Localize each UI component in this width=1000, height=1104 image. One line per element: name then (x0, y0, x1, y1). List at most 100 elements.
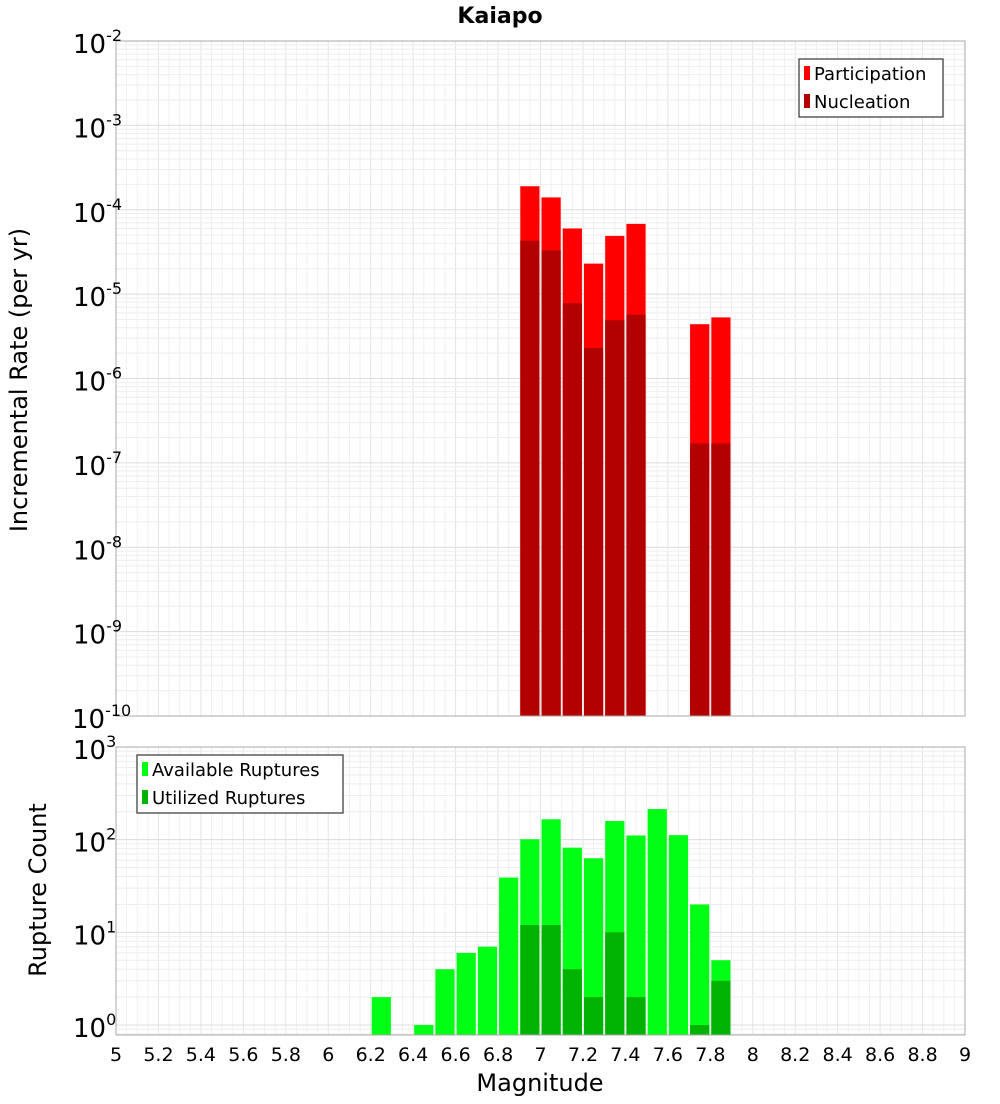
y-tick-exponent: 1 (106, 917, 116, 936)
bar-nucleation (520, 240, 540, 717)
y-tick-label: 10-2 (73, 26, 122, 60)
x-axis-label: Magnitude (476, 1069, 603, 1097)
bottom-y-axis-label: Rupture Count (24, 803, 52, 977)
bar-available-ruptures (668, 835, 689, 1035)
y-tick-exponent: 3 (106, 732, 116, 751)
legend-swatch (142, 790, 148, 804)
x-tick-label: 7.6 (653, 1044, 683, 1066)
y-tick-exponent: -7 (106, 448, 122, 467)
plot-frame (115, 40, 966, 717)
bar-available-ruptures (371, 997, 391, 1035)
y-tick-label: 100 (73, 1010, 116, 1044)
legend-box (798, 58, 944, 118)
legend-label: Nucleation (814, 92, 910, 113)
y-tick-label: 10-9 (73, 617, 122, 651)
y-tick-label: 10-3 (73, 110, 122, 144)
bar-available-ruptures (626, 835, 646, 1035)
x-tick-label: 8.6 (865, 1044, 895, 1066)
bar-nucleation (711, 443, 731, 716)
bar-available-ruptures (414, 1025, 434, 1035)
y-tick-label: 10-7 (73, 448, 122, 482)
x-tick-label: 5.8 (271, 1044, 301, 1066)
x-tick-label: 7.8 (695, 1044, 725, 1066)
y-tick-label: 101 (73, 917, 116, 951)
x-tick-label: 7.4 (610, 1044, 640, 1066)
top-y-axis-label: Incremental Rate (per yr) (5, 228, 33, 532)
bar-nucleation (562, 303, 582, 716)
y-tick-label: 10-6 (73, 364, 122, 398)
y-tick-label: 10-8 (73, 532, 122, 566)
legend-swatch (804, 94, 810, 108)
legend-box (136, 754, 344, 814)
bar-available-ruptures (435, 969, 455, 1035)
y-tick-base: 10 (73, 199, 106, 229)
y-tick-base: 10 (72, 705, 105, 735)
y-tick-base: 10 (73, 621, 106, 651)
x-tick-label: 6.4 (398, 1044, 428, 1066)
bar-nucleation (605, 320, 625, 716)
bar-utilized-ruptures (541, 924, 561, 1035)
y-tick-base: 10 (73, 114, 106, 144)
bar-available-ruptures (456, 952, 476, 1035)
y-tick-exponent: 0 (106, 1010, 116, 1029)
y-tick-base: 10 (73, 921, 106, 951)
bar-available-ruptures (477, 946, 498, 1035)
y-tick-base: 10 (73, 30, 106, 60)
panel-incremental-rate: 10-1010-910-810-710-610-510-410-310-2Par… (72, 26, 966, 735)
x-tick-label: 5.6 (228, 1044, 258, 1066)
y-tick-exponent: -10 (105, 701, 131, 720)
y-tick-label: 103 (73, 732, 116, 766)
y-tick-exponent: -2 (106, 26, 122, 45)
y-tick-base: 10 (73, 283, 106, 313)
chart-title: Kaiapo (457, 4, 542, 29)
bar-utilized-ruptures (626, 997, 646, 1035)
y-tick-exponent: -6 (106, 364, 122, 383)
bar-utilized-ruptures (583, 997, 604, 1035)
y-tick-base: 10 (73, 829, 106, 859)
y-tick-exponent: -5 (106, 279, 122, 298)
y-tick-label: 102 (73, 825, 116, 859)
bar-nucleation (541, 250, 561, 717)
y-tick-exponent: -8 (106, 532, 122, 551)
x-tick-label: 5.2 (143, 1044, 173, 1066)
y-tick-exponent: -3 (106, 110, 122, 129)
bar-utilized-ruptures (605, 932, 625, 1035)
x-tick-label: 6 (322, 1044, 334, 1066)
legend-label: Utilized Ruptures (152, 788, 305, 809)
x-tick-label: 9 (959, 1044, 971, 1066)
bar-utilized-ruptures (711, 980, 731, 1035)
x-tick-label: 6.6 (440, 1044, 470, 1066)
bar-utilized-ruptures (690, 1025, 710, 1035)
plot-frame (115, 746, 966, 1036)
legend-swatch (804, 66, 810, 80)
bar-utilized-ruptures (520, 924, 540, 1035)
bar-nucleation (583, 347, 604, 716)
y-tick-base: 10 (73, 452, 106, 482)
bar-available-ruptures (583, 858, 604, 1035)
x-tick-label: 7.2 (568, 1044, 598, 1066)
y-tick-exponent: -4 (106, 195, 122, 214)
x-tick-label: 6.8 (483, 1044, 513, 1066)
x-tick-label: 7 (534, 1044, 546, 1066)
bar-nucleation (690, 443, 710, 716)
y-tick-label: 10-5 (73, 279, 122, 313)
x-tick-label: 8.8 (907, 1044, 937, 1066)
bar-available-ruptures (499, 877, 519, 1035)
bar-available-ruptures (647, 809, 667, 1035)
x-tick-label: 8.4 (823, 1044, 853, 1066)
bar-available-ruptures (690, 904, 710, 1035)
legend-label: Available Ruptures (152, 760, 320, 781)
bar-nucleation (626, 314, 646, 716)
y-tick-exponent: -9 (106, 617, 122, 636)
x-tick-label: 5.4 (186, 1044, 216, 1066)
x-tick-label: 5 (110, 1044, 122, 1066)
legend-swatch (142, 762, 148, 776)
y-tick-label: 10-10 (72, 701, 131, 735)
x-tick-label: 8.2 (780, 1044, 810, 1066)
y-tick-base: 10 (73, 1014, 106, 1044)
y-tick-exponent: 2 (106, 825, 116, 844)
x-tick-label: 8 (747, 1044, 759, 1066)
